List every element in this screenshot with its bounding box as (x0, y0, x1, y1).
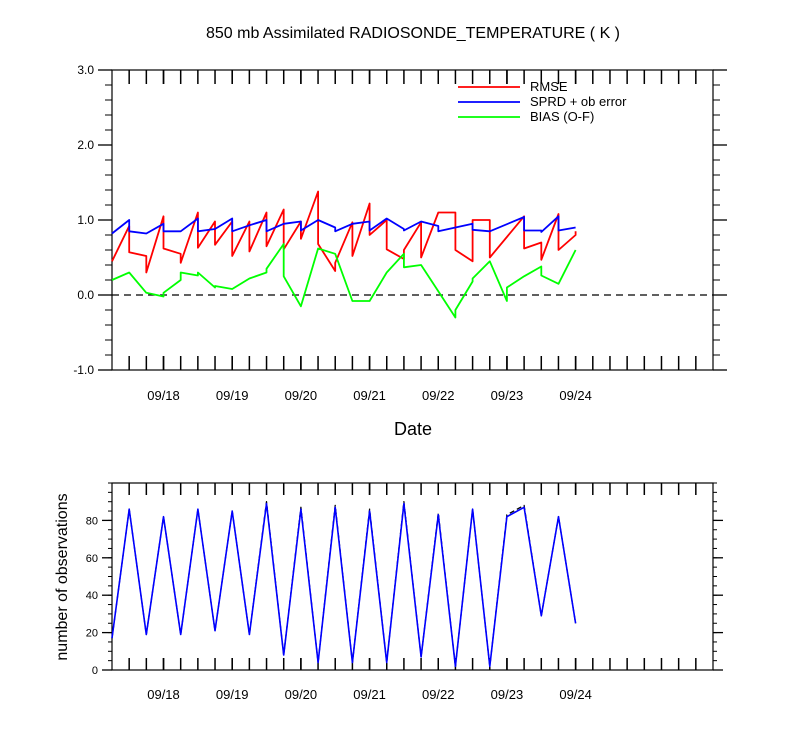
top-y-tick-label: 3.0 (77, 63, 94, 77)
bottom-x-tick-label: 09/21 (353, 687, 386, 702)
top-y-tick-label: 1.0 (77, 213, 94, 227)
legend-label: RMSE (530, 79, 568, 94)
bottom-x-tick-label: 09/18 (147, 687, 180, 702)
top-x-tick-label: 09/21 (353, 388, 386, 403)
top-x-tick-label: 09/24 (559, 388, 592, 403)
top-x-tick-label: 09/23 (491, 388, 524, 403)
bottom-plot: 09/18 09/19 09/20 09/21 09/22 09/23 09/24 0 20 40… (86, 482, 723, 702)
top-frame (111, 69, 714, 371)
bottom-y-tick-label: 40 (86, 590, 98, 602)
legend-label: SPRD + ob error (530, 94, 627, 109)
bottom-y-tick-label: 0 (92, 665, 98, 677)
top-y-tick-label: 0.0 (77, 288, 94, 302)
bottom-x-tick-label: 09/22 (422, 687, 455, 702)
bottom-y-tick-label: 80 (86, 515, 98, 527)
bottom-y-tick-label: 20 (86, 628, 98, 640)
bottom-x-tick-label: 09/19 (216, 687, 249, 702)
series-line-rmse (111, 190, 577, 274)
top-y-tick-label: -1.0 (73, 363, 94, 377)
bottom-x-tick-label: 09/24 (559, 687, 592, 702)
top-chart-title: 850 mb Assimilated RADIOSONDE_TEMPERATUR… (206, 25, 620, 42)
top-x-tick-label: 09/19 (216, 388, 249, 403)
bottom-x-tick-label: 09/23 (491, 687, 524, 702)
top-x-tick-label: 09/22 (422, 388, 455, 403)
legend-label: BIAS (O-F) (530, 109, 594, 124)
series-line-bias-o-f (111, 243, 577, 319)
series-line-sprd-ob-error (111, 215, 576, 235)
bottom-x-tick-label: 09/20 (285, 687, 318, 702)
top-x-tick-label: 09/18 (147, 388, 180, 403)
top-y-tick-label: 2.0 (77, 138, 94, 152)
top-plot: 09/18 09/19 09/20 09/21 09/22 09/23 09/24 -1.0 0… (73, 63, 727, 403)
observations-line (111, 502, 577, 668)
bottom-y-tick-label: 60 (86, 553, 98, 565)
top-chart-xlabel: Date (394, 419, 432, 439)
bottom-chart-ylabel: number of observations (54, 493, 71, 660)
top-x-tick-label: 09/20 (285, 388, 318, 403)
